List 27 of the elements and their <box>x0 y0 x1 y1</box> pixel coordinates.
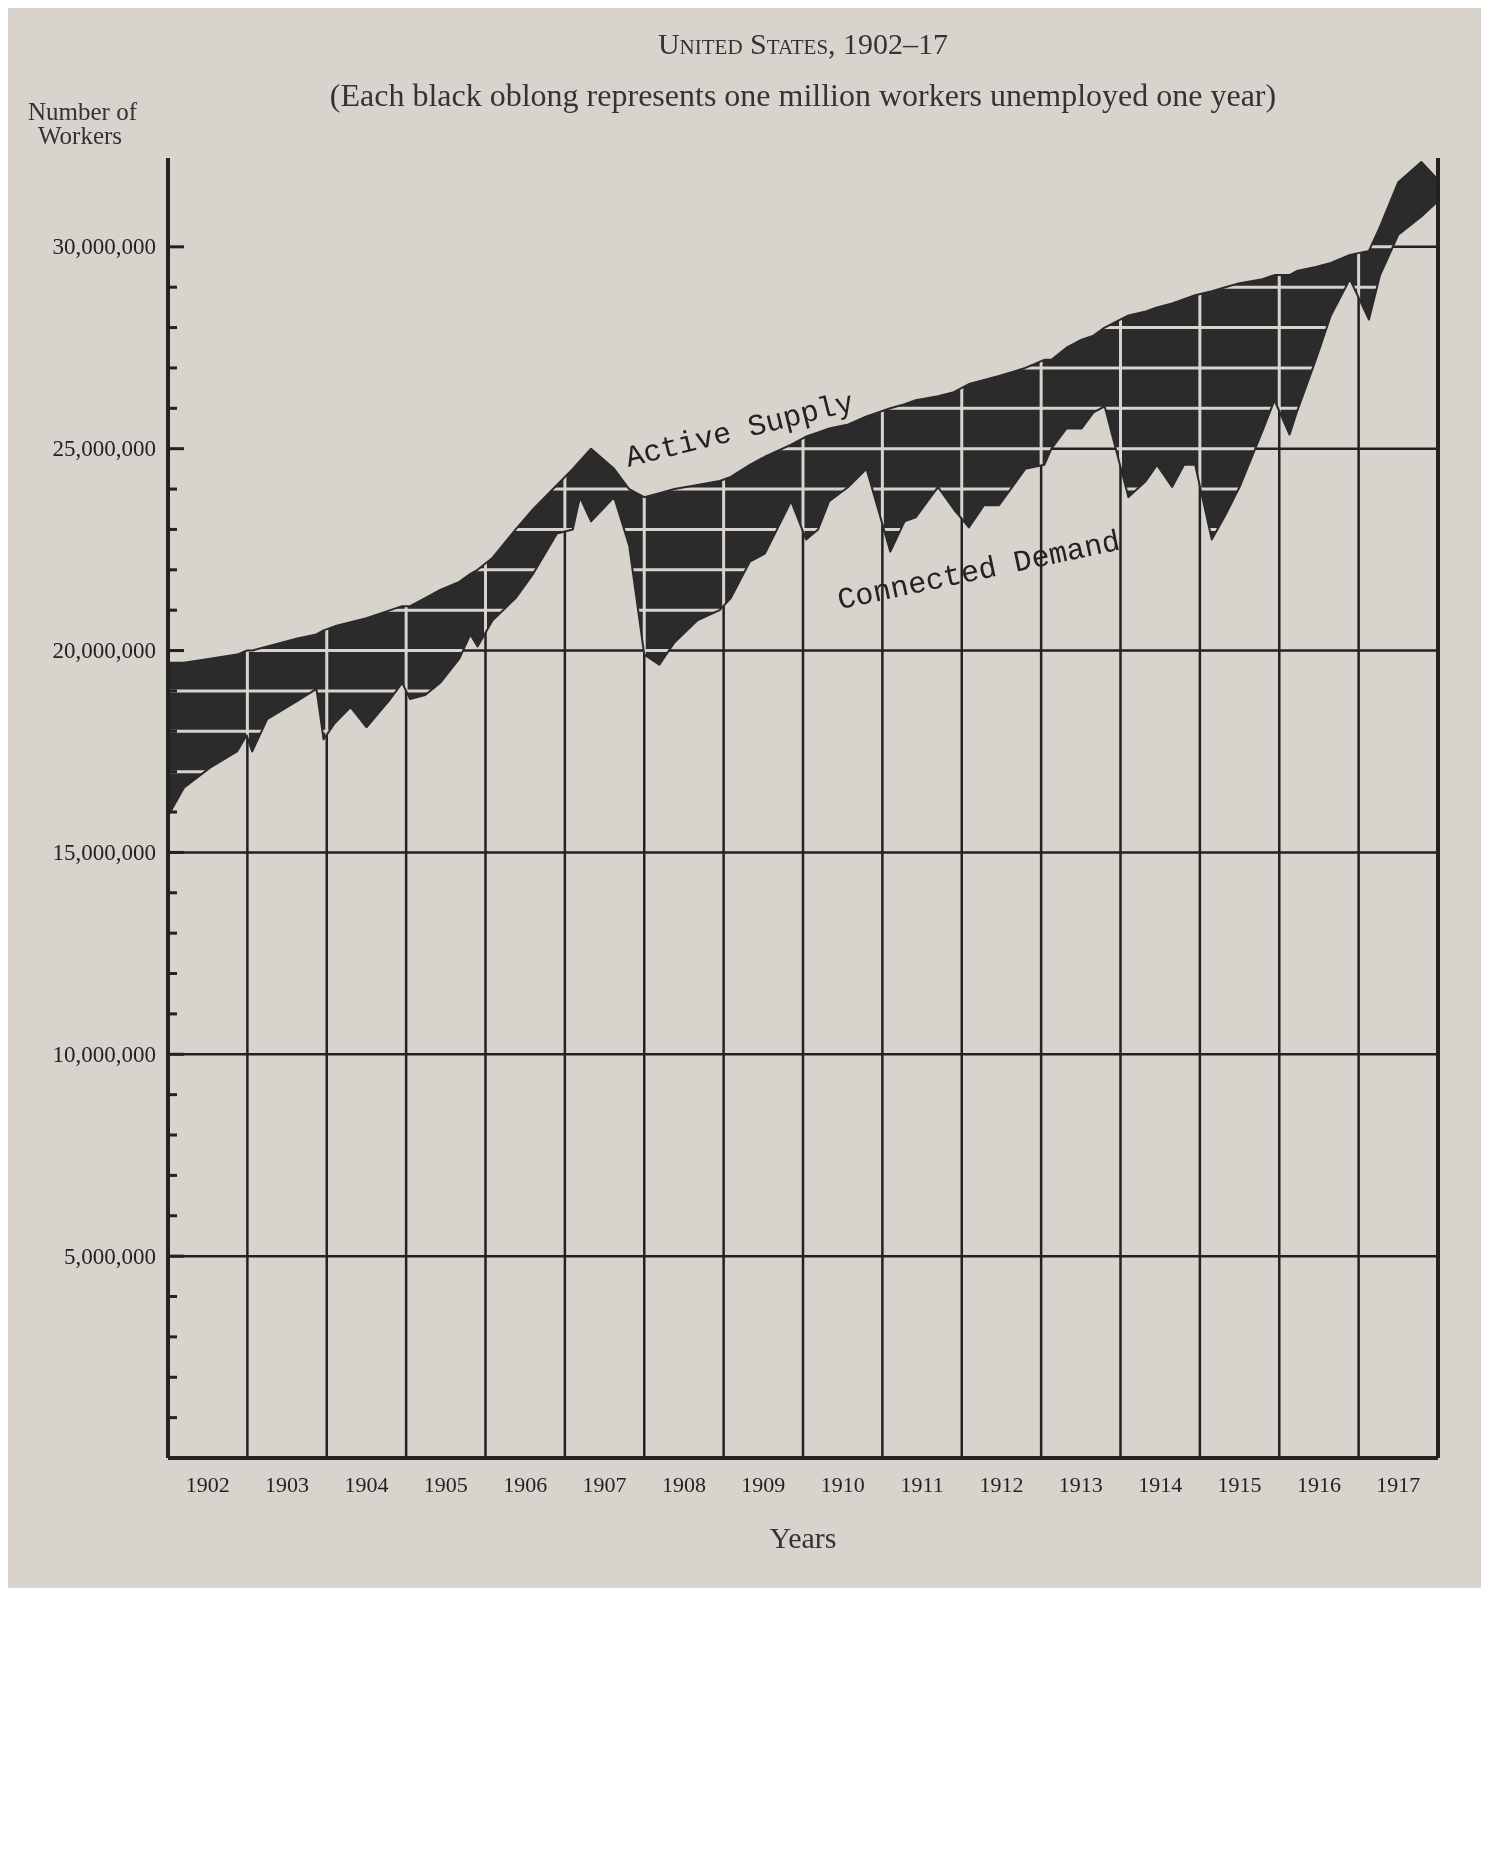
x-tick-label: 1914 <box>1138 1472 1183 1497</box>
chart-title: United States, 1902–17 <box>657 27 949 60</box>
text: Active Supply <box>622 386 858 476</box>
x-tick-label: 1908 <box>661 1472 706 1497</box>
y-tick-label: 15,000,000 <box>52 839 156 865</box>
x-tick-label: 1917 <box>1376 1472 1421 1497</box>
x-tick-label: 1909 <box>741 1472 786 1497</box>
y-axis-title: Number of Workers <box>28 98 138 149</box>
chart-subtitle: (Each black oblong represents one million workers unemployed one year) <box>329 77 1277 113</box>
x-tick-label: 1913 <box>1058 1472 1103 1497</box>
x-axis-title: Years <box>769 1521 837 1554</box>
y-tick-label: 30,000,000 <box>52 234 156 260</box>
x-tick-label: 1910 <box>820 1472 865 1497</box>
x-tick-label: 1907 <box>582 1472 627 1497</box>
y-tick-label: 20,000,000 <box>52 638 156 664</box>
x-tick-label: 1904 <box>344 1472 389 1497</box>
y-tick-label: 5,000,000 <box>64 1243 156 1269</box>
y-tick-label: 25,000,000 <box>52 436 156 462</box>
x-tick-label: 1903 <box>265 1472 310 1497</box>
x-tick-label: 1915 <box>1217 1472 1262 1497</box>
y-tick-label: 10,000,000 <box>52 1041 156 1067</box>
x-tick-label: 1911 <box>900 1472 944 1497</box>
x-tick-label: 1906 <box>503 1472 548 1497</box>
x-tick-label: 1916 <box>1296 1472 1341 1497</box>
x-tick-label: 1902 <box>185 1472 230 1497</box>
x-tick-label: 1912 <box>979 1472 1024 1497</box>
x-tick-label: 1905 <box>423 1472 468 1497</box>
